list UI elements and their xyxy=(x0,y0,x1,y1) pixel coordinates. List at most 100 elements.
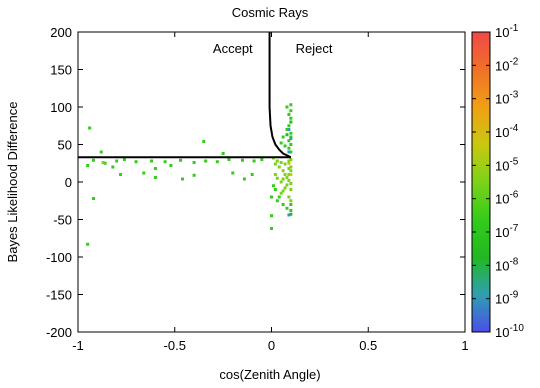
heatmap-cell xyxy=(289,158,293,161)
y-axis-label: Bayes Likelihood Difference xyxy=(5,102,20,263)
heatmap-cell xyxy=(283,173,287,176)
heatmap-cell xyxy=(153,167,157,170)
y-tick-label: 50 xyxy=(58,138,72,153)
y-tick-label: 150 xyxy=(50,63,72,78)
heatmap-cell xyxy=(289,150,293,154)
colorbar-tick-label: 10-10 xyxy=(495,323,524,340)
heatmap-cell xyxy=(119,173,123,176)
heatmap-cell xyxy=(260,158,264,161)
heatmap-cell xyxy=(192,161,196,164)
heatmap-cell xyxy=(289,116,293,120)
colorbar-tick-label: 10-7 xyxy=(495,223,519,240)
heatmap-cell xyxy=(281,203,285,206)
annotations: Accept Reject xyxy=(213,41,333,56)
x-tick-label: 0.5 xyxy=(359,338,377,353)
cut-curve xyxy=(78,32,292,159)
heatmap-cell xyxy=(287,150,291,154)
heatmap-cell xyxy=(271,184,275,188)
x-tick-label: -0.5 xyxy=(164,338,186,353)
heatmap-cell xyxy=(287,113,291,116)
heatmap-cell xyxy=(283,162,287,166)
y-tick-label: 200 xyxy=(50,25,72,40)
heatmap-cell xyxy=(279,191,283,195)
heatmap-cell xyxy=(287,161,291,165)
heatmap-cell xyxy=(289,212,293,216)
colorbar-tick-label: 10-5 xyxy=(495,156,519,173)
heatmap-cell xyxy=(86,164,90,167)
heatmap-cell xyxy=(215,160,219,164)
heatmap-cell xyxy=(270,195,273,199)
y-tick-label: 0 xyxy=(65,175,72,190)
colorbar-tick-label: 10-4 xyxy=(495,123,519,140)
heatmap-cell xyxy=(285,206,289,210)
heatmap-cell xyxy=(287,124,291,128)
heatmap-cell xyxy=(273,162,277,166)
heatmap-cell xyxy=(287,179,291,182)
heatmap-cell xyxy=(289,120,293,124)
colorbar-tick-label: 10-3 xyxy=(495,90,519,107)
x-tick-label: -1 xyxy=(72,338,84,353)
heatmap-cell xyxy=(289,203,293,206)
x-axis-label: cos(Zenith Angle) xyxy=(219,367,320,382)
y-tick-label: -100 xyxy=(46,250,72,265)
heatmap-cell xyxy=(86,242,90,246)
heatmap-cell xyxy=(285,183,289,187)
colorbar-gradient xyxy=(471,31,491,333)
heatmap-cell xyxy=(289,209,293,212)
heatmap-cell xyxy=(279,161,283,164)
heatmap-cell xyxy=(289,173,293,176)
heatmap-cell xyxy=(287,146,291,150)
heatmap-cells xyxy=(86,103,293,246)
heatmap-cell xyxy=(153,176,157,179)
heatmap-cell xyxy=(202,140,206,143)
colorbar-tick-label: 10-9 xyxy=(495,290,519,307)
heatmap-cell xyxy=(242,177,246,181)
heatmap-cell xyxy=(142,171,146,175)
heatmap-cell xyxy=(180,177,184,181)
y-tick-label: 100 xyxy=(50,100,72,115)
heatmap-cell xyxy=(287,159,291,163)
heatmap-cell xyxy=(279,141,283,145)
colorbar-tick-label: 10-1 xyxy=(495,23,519,40)
heatmap-cell xyxy=(134,160,138,164)
heatmap-cell xyxy=(289,109,293,113)
heatmap-cell xyxy=(231,171,235,175)
heatmap-cell xyxy=(273,188,277,191)
heatmap-cell xyxy=(285,133,289,137)
heatmap-cell xyxy=(279,180,283,184)
heatmap-cell xyxy=(221,152,225,155)
heatmap-cell xyxy=(289,165,293,169)
colorbar: 10-1 10-2 10-3 10-4 10-5 10-6 10-7 10-8 10-9 10-1… xyxy=(471,23,524,340)
y-tick-label: -200 xyxy=(46,325,72,340)
heatmap-cell xyxy=(281,135,285,139)
heatmap-cell xyxy=(287,139,291,143)
heatmap-cell xyxy=(169,164,173,167)
heatmap-cell xyxy=(289,103,293,107)
heatmap-cell xyxy=(287,213,291,217)
heatmap-cell xyxy=(179,158,183,162)
x-tick-label: 1 xyxy=(461,338,468,353)
heatmap-cell xyxy=(270,214,273,218)
heatmap-cell xyxy=(91,197,95,200)
plot-frame xyxy=(77,31,466,333)
colorbar-tick-label: 10-6 xyxy=(495,190,519,207)
heatmap-cell xyxy=(275,199,279,203)
heatmap-cell xyxy=(273,173,277,176)
colorbar-tick-label: 10-2 xyxy=(495,56,519,73)
heatmap-cell xyxy=(101,161,105,164)
heatmap-cell xyxy=(287,173,291,176)
heatmap-cell xyxy=(240,158,244,162)
heatmap-cell xyxy=(91,158,95,162)
heatmap-cell xyxy=(289,199,293,203)
heatmap-cell xyxy=(281,189,285,193)
heatmap-cell xyxy=(122,158,126,161)
heatmap-cell xyxy=(289,143,293,146)
heatmap-cell xyxy=(88,126,92,130)
axis-ticks: -1 -0.5 0 0.5 1 -200 -150 -100 -50 0 50 100 150 200 xyxy=(46,25,469,353)
heatmap-cell xyxy=(275,159,279,163)
heatmap-cell xyxy=(283,144,287,148)
heatmap-cell xyxy=(99,150,103,154)
colorbar-tick-label: 10-8 xyxy=(495,256,519,273)
heatmap-cell xyxy=(287,128,291,131)
